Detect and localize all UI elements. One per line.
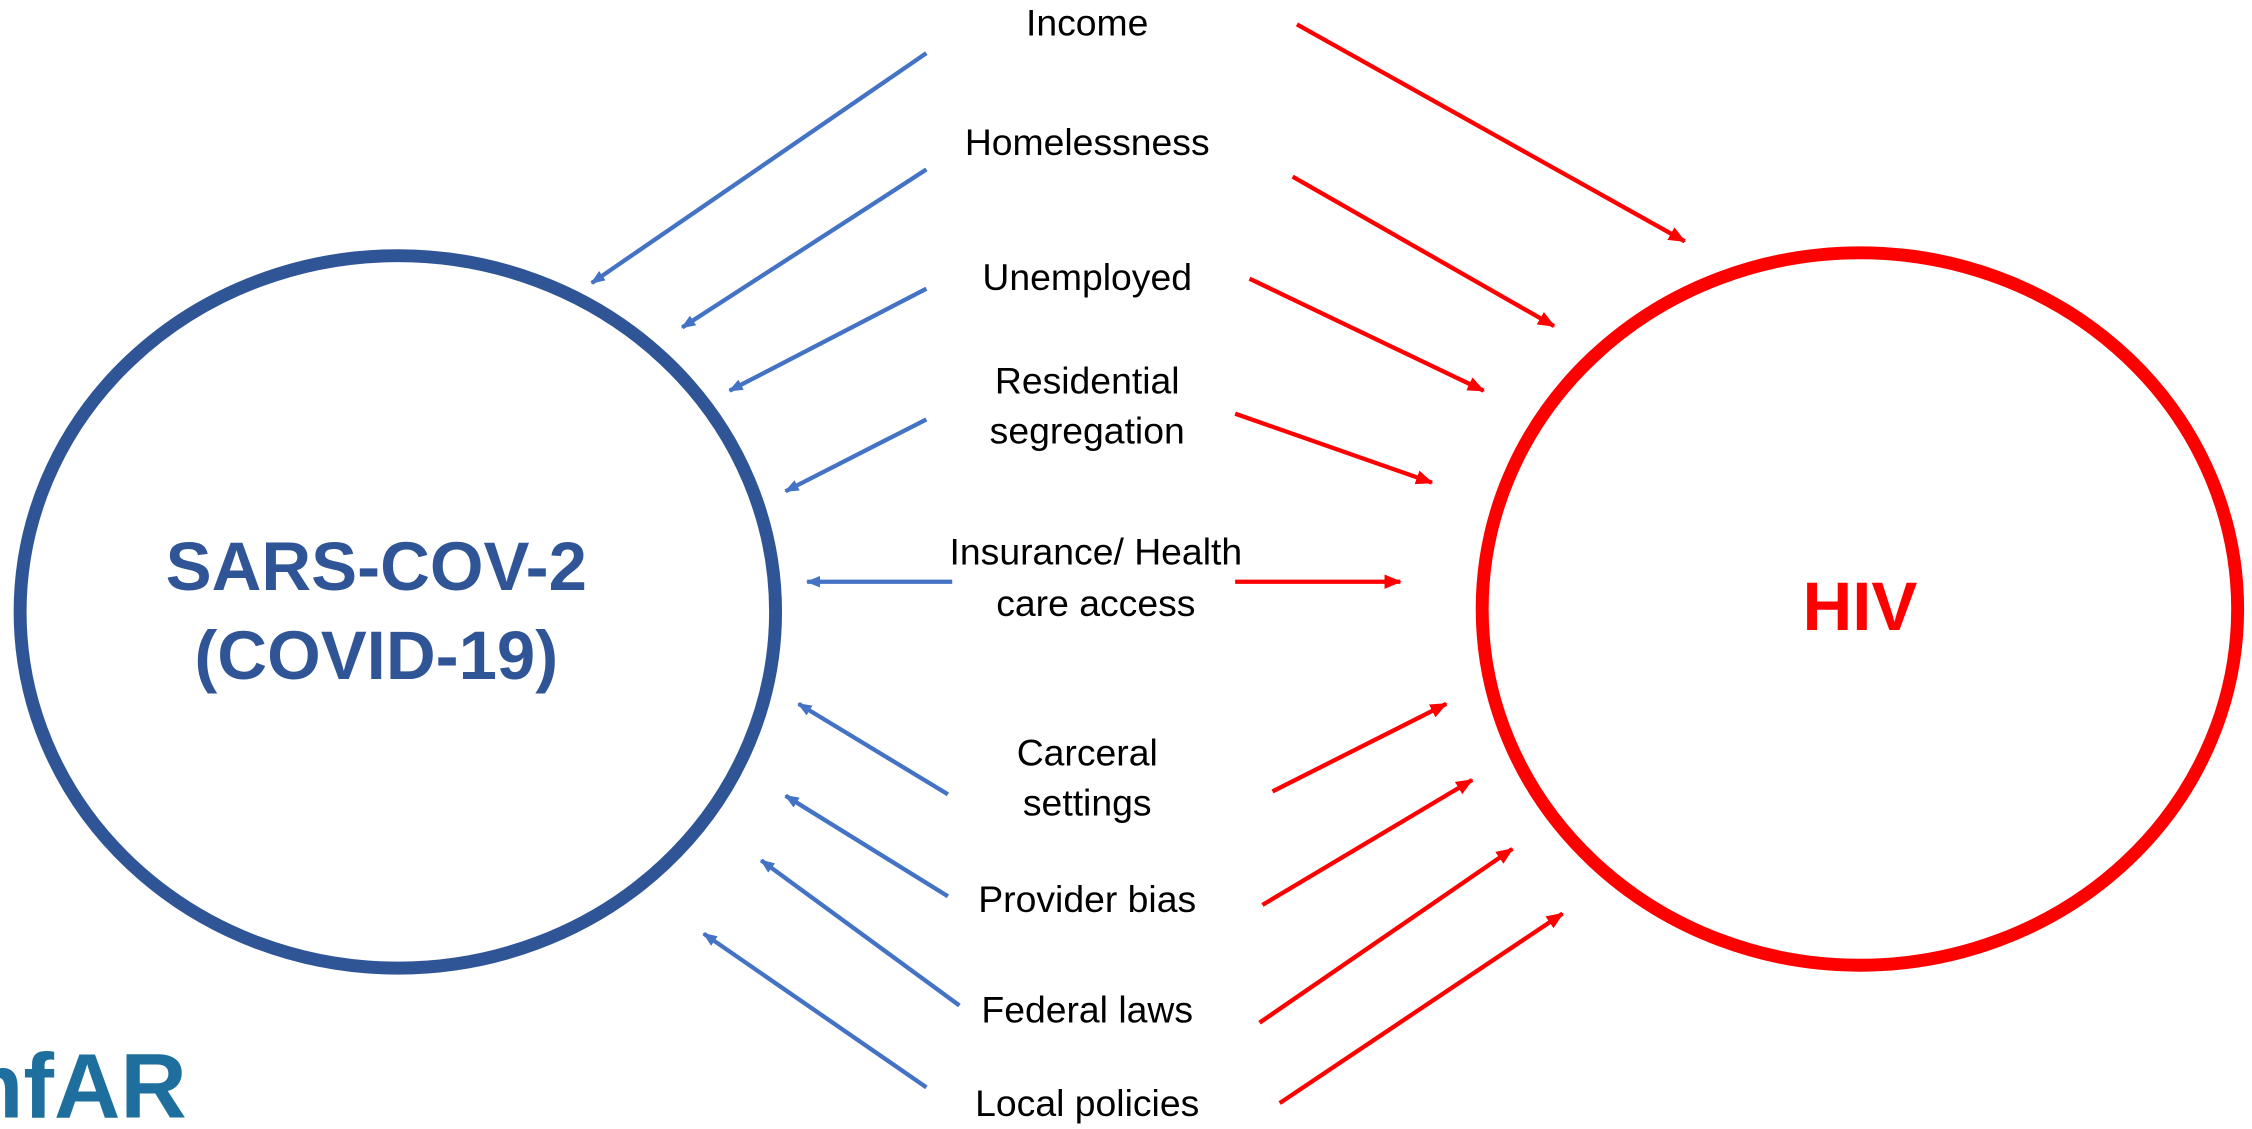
factor-label: segregation [990, 410, 1185, 452]
arrow [590, 51, 928, 285]
arrow [1258, 847, 1514, 1025]
arrow [702, 931, 928, 1090]
arrow [784, 417, 928, 494]
arrow [759, 858, 961, 1008]
factor-label: Income [1026, 2, 1148, 44]
arrow [728, 286, 928, 393]
hiv-label: HIV [1802, 568, 1917, 645]
arrow [1261, 778, 1474, 907]
arrow [1234, 411, 1434, 485]
factor-label: Homelessness [965, 121, 1210, 163]
factor-label: Unemployed [982, 256, 1192, 298]
factor-label: Provider bias [978, 878, 1196, 920]
logo: amfAR [0, 1036, 187, 1129]
red-arrows [1234, 22, 1686, 1105]
factor-label: Residential [995, 359, 1180, 401]
factor-label: care access [996, 582, 1195, 624]
arrow [1291, 174, 1556, 328]
arrow [681, 167, 928, 330]
blue-arrows [590, 51, 961, 1090]
arrow [784, 793, 950, 899]
arrow [1248, 276, 1485, 393]
factor-label: Carceral [1017, 731, 1158, 773]
covid-circle [13, 249, 783, 975]
arrow [797, 701, 950, 797]
arrow [1278, 911, 1564, 1105]
factor-label: Federal laws [981, 989, 1193, 1031]
factor-label: Local policies [975, 1082, 1199, 1124]
hiv-circle [1475, 246, 2245, 972]
arrow [1295, 22, 1686, 244]
factor-label: settings [1023, 782, 1152, 824]
covid-label: SARS-COV-2 [166, 528, 587, 605]
covid-label: (COVID-19) [194, 617, 558, 694]
arrow [1271, 701, 1448, 794]
factors: Income Homelessness Unemployed Residenti… [950, 2, 1243, 1124]
factor-label: Insurance/ Health [950, 530, 1243, 572]
